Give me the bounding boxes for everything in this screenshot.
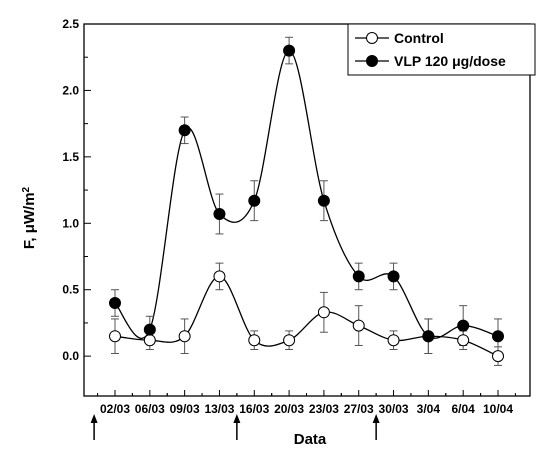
axes-layer: 0.0 0.5 1.0 1.5 2.0 2.5 02/03 06/03 09/03 13/03 16… bbox=[62, 17, 531, 416]
data-point-control bbox=[283, 334, 296, 347]
arrow-head bbox=[233, 414, 241, 423]
arrows-layer bbox=[90, 414, 380, 440]
data-point-control bbox=[178, 330, 191, 343]
data-point-vlp bbox=[387, 270, 400, 283]
y-axis-title-sup: 2 bbox=[21, 186, 32, 192]
arrow-head bbox=[372, 414, 380, 423]
y-tick-label: 0.5 bbox=[62, 283, 79, 297]
data-point-control bbox=[213, 270, 226, 283]
x-tick-label: 06/03 bbox=[135, 402, 165, 416]
y-tick-label: 1.5 bbox=[62, 150, 79, 164]
x-tick-label: 13/03 bbox=[204, 402, 234, 416]
legend: Control VLP 120 μg/dose bbox=[347, 23, 536, 76]
legend-marker-vlp bbox=[366, 55, 378, 67]
x-axis-title: Data bbox=[294, 431, 327, 448]
data-point-vlp bbox=[492, 330, 504, 343]
series-line-1 bbox=[114, 49, 499, 339]
y-tick-label: 0.0 bbox=[62, 349, 79, 363]
data-point-control bbox=[109, 330, 121, 343]
x-tick-label: 02/03 bbox=[100, 402, 130, 416]
x-tick-label: 10/04 bbox=[483, 402, 513, 416]
x-tick-label: 23/03 bbox=[309, 402, 339, 416]
data-point-vlp bbox=[143, 323, 156, 336]
data-point-vlp bbox=[422, 330, 435, 343]
data-point-vlp bbox=[352, 270, 365, 283]
data-point-vlp bbox=[109, 297, 121, 309]
data-point-vlp bbox=[457, 319, 470, 332]
x-tick-label: 16/03 bbox=[239, 402, 269, 416]
data-point-control bbox=[248, 334, 261, 347]
y-tick-label: 2.5 bbox=[62, 17, 79, 31]
points-layer bbox=[109, 44, 504, 363]
legend-label-vlp: VLP 120 μg/dose bbox=[394, 53, 506, 69]
data-point-control bbox=[143, 334, 156, 347]
lines-layer bbox=[111, 36, 502, 366]
legend-box bbox=[347, 23, 536, 76]
data-point-vlp bbox=[178, 124, 191, 137]
data-point-control bbox=[457, 334, 470, 347]
data-point-vlp bbox=[317, 194, 330, 207]
x-tick-label: 27/03 bbox=[344, 402, 374, 416]
arrow-head bbox=[90, 414, 98, 423]
x-tick-label: 20/03 bbox=[274, 402, 304, 416]
legend-marker-control bbox=[366, 32, 378, 44]
y-axis-title-main: F, μW/m bbox=[21, 192, 38, 249]
y-tick-label: 2.0 bbox=[62, 83, 79, 97]
data-point-control bbox=[387, 334, 400, 347]
data-point-control bbox=[317, 306, 330, 319]
y-axis-title: F, μW/m2 bbox=[21, 186, 39, 249]
x-tick-label: 30/03 bbox=[379, 402, 409, 416]
data-point-control bbox=[492, 350, 504, 363]
data-point-vlp bbox=[248, 194, 261, 207]
x-tick-label: 6/04 bbox=[452, 402, 476, 416]
legend-label-control: Control bbox=[394, 30, 444, 46]
y-tick-label: 1.0 bbox=[62, 216, 79, 230]
data-point-vlp bbox=[213, 207, 226, 220]
x-tick-label: 3/04 bbox=[417, 402, 441, 416]
data-point-vlp bbox=[283, 44, 296, 57]
series-line-0 bbox=[114, 275, 499, 357]
data-point-control bbox=[352, 319, 365, 332]
x-tick-label: 09/03 bbox=[170, 402, 200, 416]
